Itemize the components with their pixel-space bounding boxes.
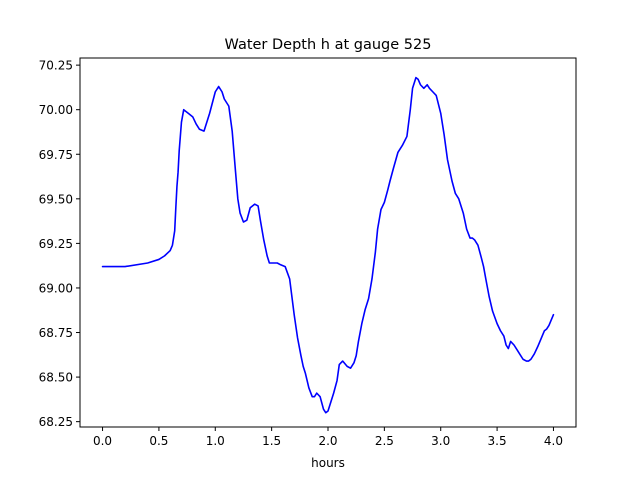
- x-tick-label: 1.5: [262, 434, 281, 448]
- y-tick-label: 69.75: [39, 148, 73, 162]
- x-tick-label: 2.5: [375, 434, 394, 448]
- y-tick-label: 68.50: [39, 371, 73, 385]
- series-line-0: [101, 76, 555, 414]
- y-tick-label: 70.00: [39, 103, 73, 117]
- y-tick-label: 68.75: [39, 326, 73, 340]
- x-axis: 0.0 0.5 1.0 1.5 2.0 2.5 3.0 3.5 4.0: [93, 427, 563, 448]
- x-tick-label: 3.5: [488, 434, 507, 448]
- x-tick-label: 4.0: [544, 434, 563, 448]
- x-tick-label: 3.0: [431, 434, 450, 448]
- y-tick-label: 69.00: [39, 281, 73, 295]
- y-tick-label: 68.25: [39, 415, 73, 429]
- y-tick-label: 69.50: [39, 192, 73, 206]
- y-axis: 68.25 68.50 68.75 69.00 69.25 69.50 69.75 70.00…: [39, 59, 80, 429]
- y-tick-label: 69.25: [39, 237, 73, 251]
- y-tick-label: 70.25: [39, 59, 73, 73]
- x-tick-label: 0.5: [149, 434, 168, 448]
- x-axis-label: hours: [311, 456, 345, 470]
- x-tick-label: 1.0: [206, 434, 225, 448]
- x-tick-label: 2.0: [318, 434, 337, 448]
- x-tick-label: 0.0: [93, 434, 112, 448]
- chart-title: Water Depth h at gauge 525: [225, 37, 432, 53]
